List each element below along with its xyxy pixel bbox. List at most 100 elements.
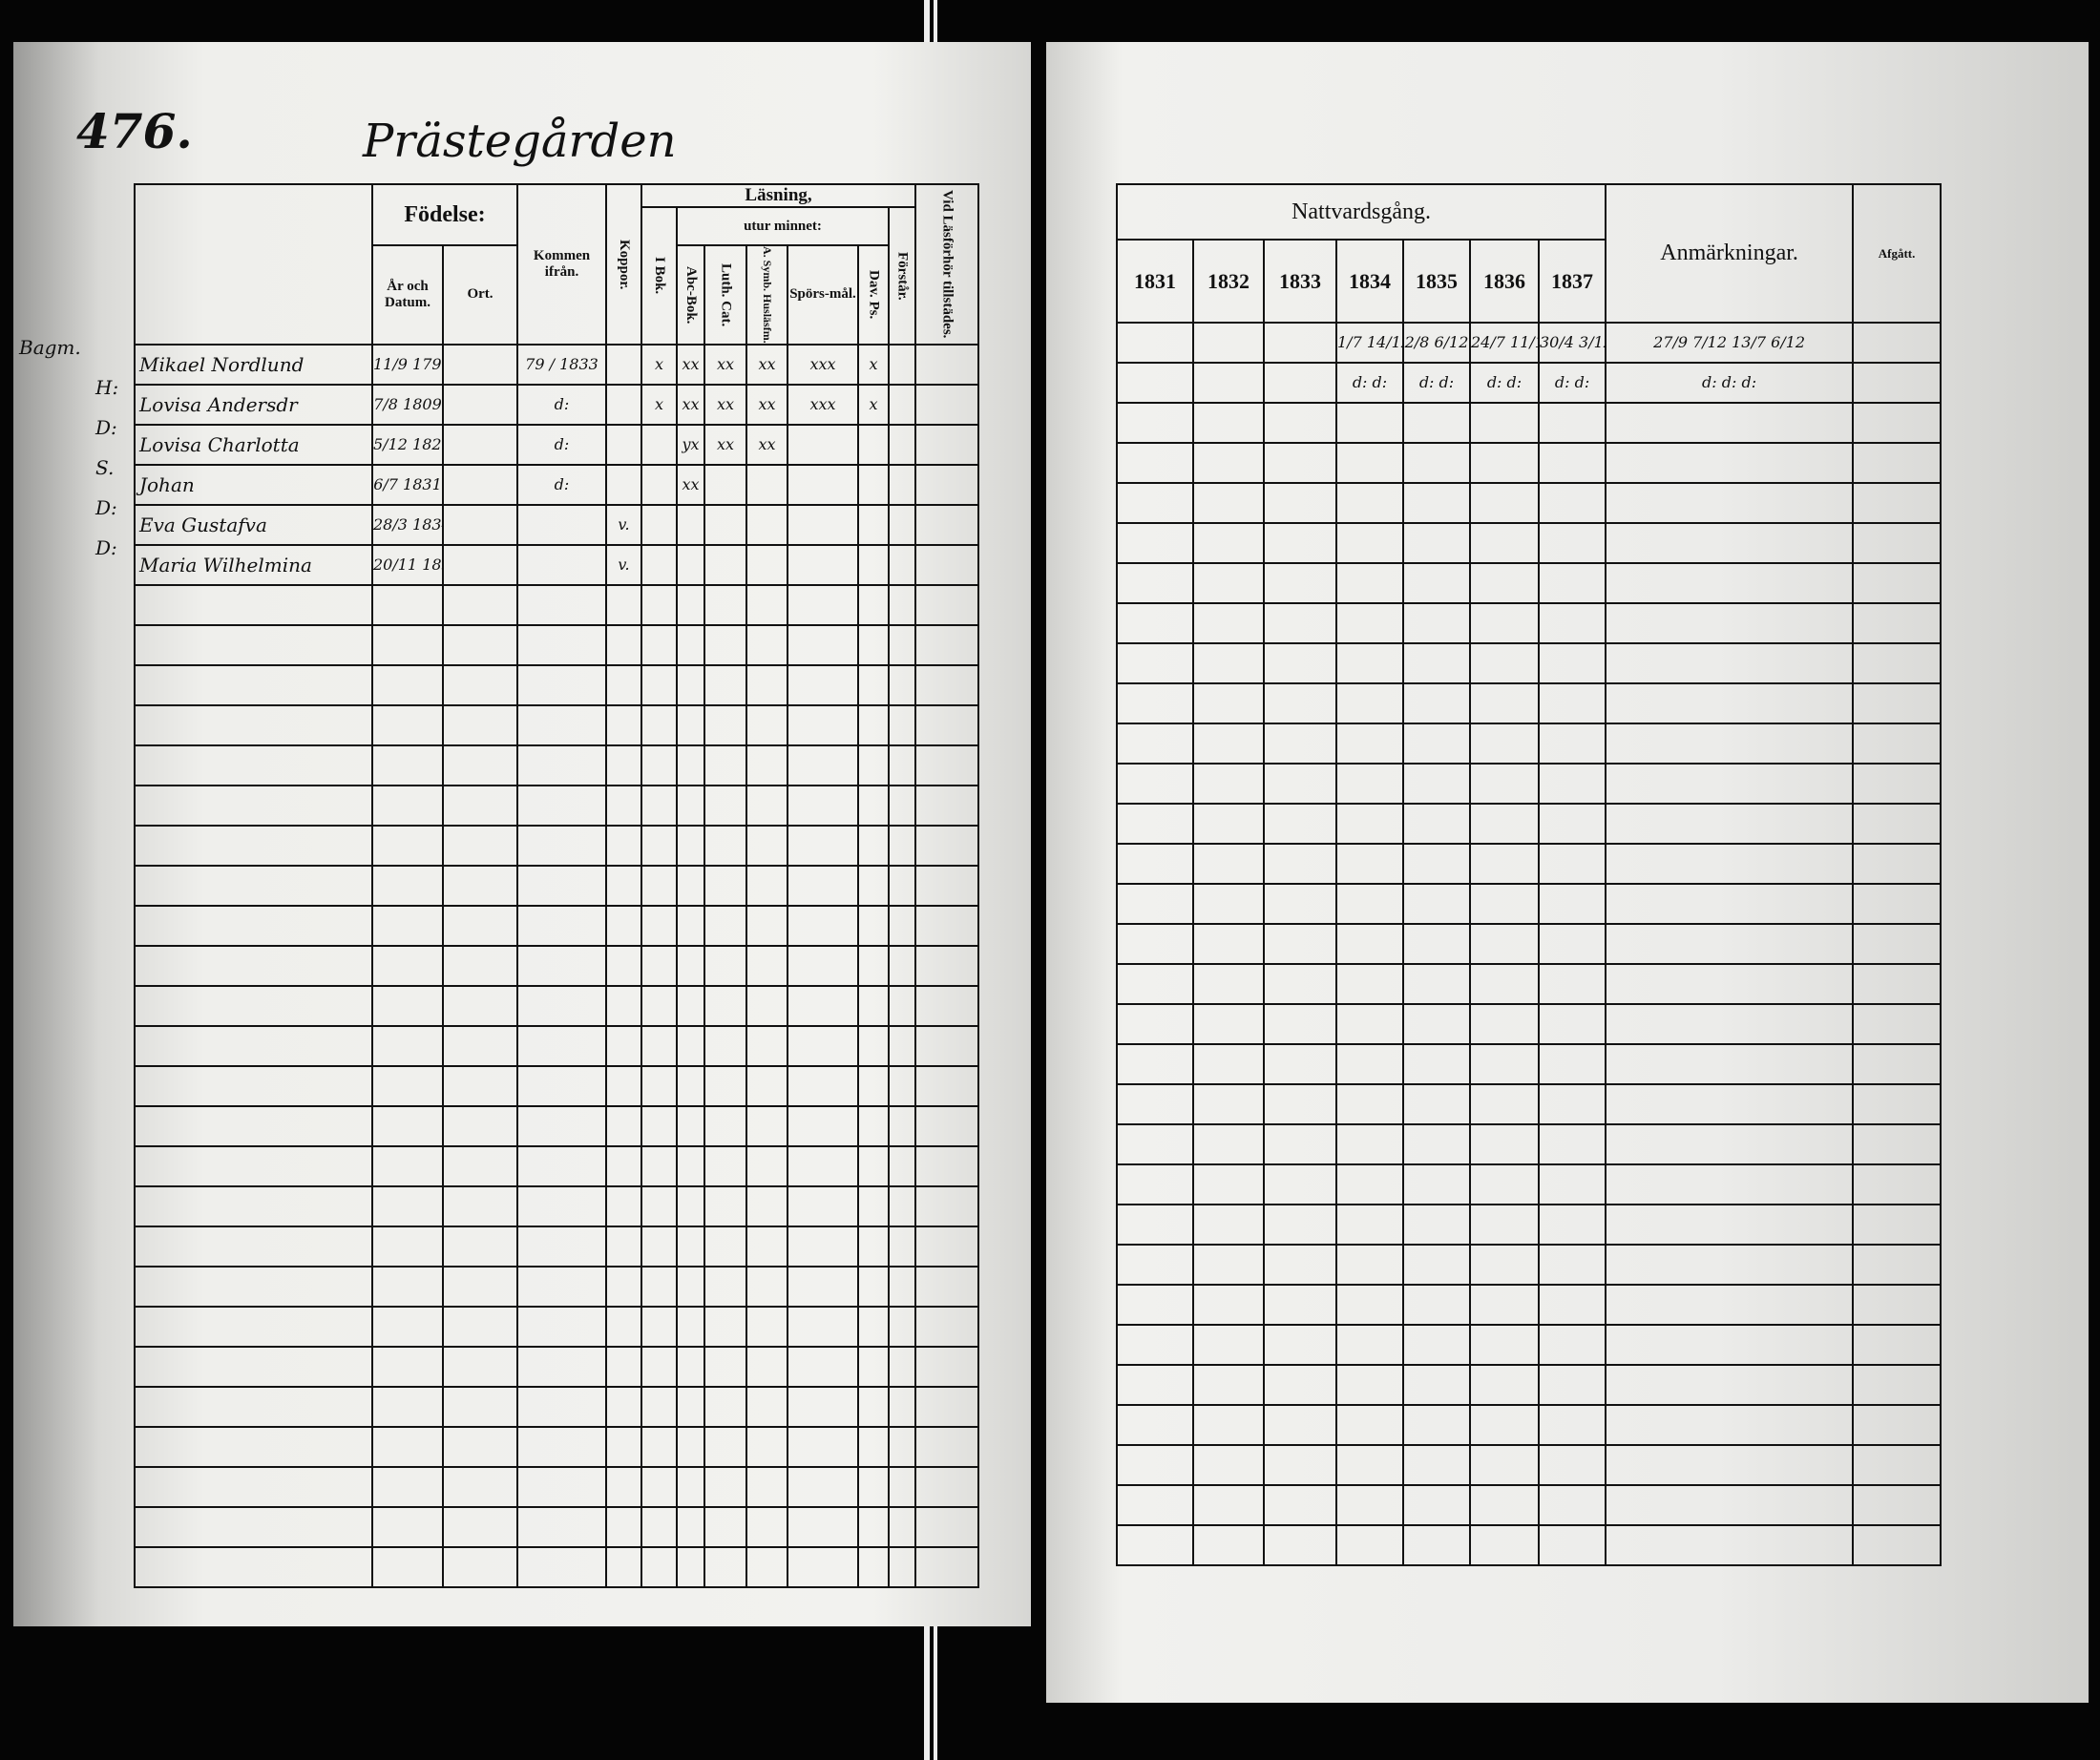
table-cell xyxy=(1192,1524,1265,1566)
table-cell xyxy=(1116,1003,1194,1045)
table-cell xyxy=(887,784,917,827)
table-cell xyxy=(1192,322,1265,364)
table-cell xyxy=(746,1305,788,1348)
table-cell xyxy=(746,503,788,546)
table-cell xyxy=(1192,963,1265,1005)
table-cell xyxy=(1537,1204,1607,1246)
table-cell xyxy=(704,543,747,586)
table-cell xyxy=(134,1505,373,1548)
table-cell xyxy=(1469,1003,1540,1045)
table-cell xyxy=(1335,1003,1404,1045)
table-cell xyxy=(1402,923,1471,965)
table-cell xyxy=(640,864,678,907)
table-cell xyxy=(640,824,678,867)
table-cell xyxy=(1116,362,1194,404)
table-cell xyxy=(746,904,788,947)
table-cell xyxy=(1263,1324,1337,1366)
table-cell xyxy=(914,463,980,506)
table-cell xyxy=(442,864,518,907)
table-cell xyxy=(676,1385,705,1428)
table-cell xyxy=(1116,482,1194,524)
table-row xyxy=(134,944,980,987)
table-cell xyxy=(1402,562,1471,604)
table-cell xyxy=(1537,1163,1607,1205)
table-cell xyxy=(1402,482,1471,524)
register-table: Födelse: Kommen ifrån. Koppor. Läsning, … xyxy=(134,183,980,1588)
table-cell xyxy=(605,824,642,867)
table-cell xyxy=(371,703,444,746)
table-cell xyxy=(1605,602,1855,644)
table-cell xyxy=(640,1225,678,1268)
table-cell xyxy=(1402,1083,1471,1125)
table-cell xyxy=(676,1345,705,1388)
table-cell xyxy=(1852,1404,1942,1446)
table-cell xyxy=(442,1225,518,1268)
table-row xyxy=(1116,442,1942,484)
table-cell xyxy=(1192,1484,1265,1526)
table-cell xyxy=(605,583,642,626)
table-cell xyxy=(1402,803,1471,845)
table-cell xyxy=(704,744,747,786)
table-cell: 7/8 1809 xyxy=(371,383,444,426)
table-cell xyxy=(1335,1324,1404,1366)
table-cell xyxy=(914,1064,980,1107)
table-cell xyxy=(605,1184,642,1227)
table-cell xyxy=(887,623,917,666)
table-row xyxy=(1116,723,1942,765)
table-cell xyxy=(746,623,788,666)
table-cell xyxy=(787,904,859,947)
table-cell xyxy=(704,824,747,867)
table-cell xyxy=(1605,562,1855,604)
table-cell xyxy=(1537,803,1607,845)
table-cell xyxy=(1852,1163,1942,1205)
table-cell xyxy=(1469,562,1540,604)
table-cell xyxy=(442,1104,518,1147)
table-cell: Eva Gustafva xyxy=(134,503,373,546)
table-cell xyxy=(1852,682,1942,724)
table-cell xyxy=(516,864,607,907)
table-cell xyxy=(605,1144,642,1187)
table-cell xyxy=(134,1305,373,1348)
table-cell xyxy=(914,1345,980,1388)
table-cell xyxy=(857,1184,890,1227)
table-cell xyxy=(1263,883,1337,925)
table-cell xyxy=(605,663,642,706)
table-cell xyxy=(442,1184,518,1227)
table-cell xyxy=(857,1465,890,1508)
table-cell xyxy=(1192,1083,1265,1125)
table-cell xyxy=(516,1064,607,1107)
table-row xyxy=(1116,1524,1942,1566)
table-cell xyxy=(704,1345,747,1388)
table-cell xyxy=(1192,1404,1265,1446)
table-cell xyxy=(134,1144,373,1187)
table-cell xyxy=(887,1425,917,1468)
table-cell xyxy=(1263,522,1337,564)
table-cell xyxy=(914,703,980,746)
table-cell xyxy=(134,583,373,626)
table-cell xyxy=(914,824,980,867)
table-cell xyxy=(442,543,518,586)
table-cell xyxy=(914,503,980,546)
table-row xyxy=(1116,883,1942,925)
table-cell xyxy=(1335,642,1404,684)
table-cell xyxy=(1852,1244,1942,1286)
page-number: 476. xyxy=(76,103,193,159)
table-cell xyxy=(134,1184,373,1227)
table-cell xyxy=(857,1385,890,1428)
table-cell xyxy=(134,904,373,947)
table-cell xyxy=(1605,1444,1855,1486)
table-cell xyxy=(746,1545,788,1588)
table-cell xyxy=(442,463,518,506)
table-cell xyxy=(887,1064,917,1107)
table-cell xyxy=(1469,522,1540,564)
table-row xyxy=(134,1144,980,1187)
table-row xyxy=(1116,402,1942,444)
table-cell xyxy=(605,1465,642,1508)
table-cell xyxy=(1335,723,1404,765)
table-cell xyxy=(1402,1484,1471,1526)
table-cell: 30/4 3/12 xyxy=(1537,322,1607,364)
table-cell xyxy=(442,423,518,466)
table-cell xyxy=(1469,682,1540,724)
table-cell xyxy=(442,1345,518,1388)
table-cell xyxy=(1537,1003,1607,1045)
